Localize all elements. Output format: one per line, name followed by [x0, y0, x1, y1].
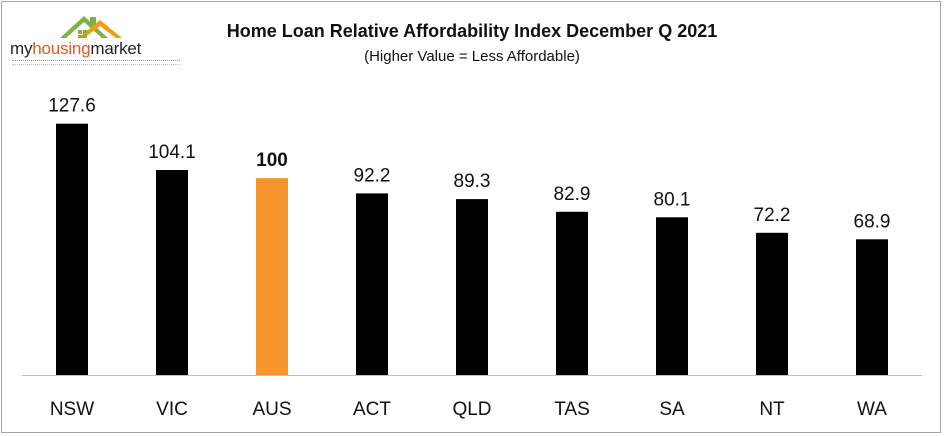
x-tick-label-vic: VIC [156, 399, 188, 420]
chart-subtitle: (Higher Value = Less Affordable) [364, 48, 580, 65]
x-tick-label-act: ACT [353, 399, 391, 420]
logo-tagline [12, 60, 180, 65]
bar-wa [856, 239, 888, 375]
logo-wordmark: myhousingmarket [10, 39, 141, 59]
x-tick-label-qld: QLD [452, 399, 491, 420]
bar-act [356, 193, 388, 375]
x-tick-label-nsw: NSW [50, 399, 94, 420]
bar-sa [656, 217, 688, 375]
data-label-aus: 100 [256, 150, 288, 171]
bar-tas [556, 211, 588, 375]
bar-aus [256, 178, 288, 375]
bar-nsw [56, 123, 88, 375]
data-label-sa: 80.1 [654, 189, 691, 210]
house-roof-icon [60, 16, 122, 38]
logo-wordmark-part-housing: housing [32, 39, 91, 58]
data-label-vic: 104.1 [148, 142, 196, 163]
data-label-nt: 72.2 [754, 205, 791, 226]
x-tick-label-aus: AUS [252, 399, 291, 420]
x-tick-label-wa: WA [857, 399, 887, 420]
chart-title: Home Loan Relative Affordability Index D… [226, 21, 718, 41]
x-tick-label-tas: TAS [554, 399, 590, 420]
data-label-qld: 89.3 [454, 171, 491, 192]
logo-wordmark-part-my: my [10, 39, 33, 58]
data-label-tas: 82.9 [554, 184, 591, 205]
bar-qld [456, 199, 488, 375]
data-label-wa: 68.9 [854, 211, 891, 232]
data-label-act: 92.2 [354, 165, 391, 186]
x-tick-label-sa: SA [659, 399, 685, 420]
logo-wordmark-part-market: market [90, 39, 142, 58]
data-label-nsw: 127.6 [48, 96, 96, 117]
myhousingmarket-logo: myhousingmarket [8, 8, 184, 68]
bar-vic [156, 170, 188, 375]
bar-nt [756, 232, 788, 375]
x-tick-label-nt: NT [759, 399, 785, 420]
